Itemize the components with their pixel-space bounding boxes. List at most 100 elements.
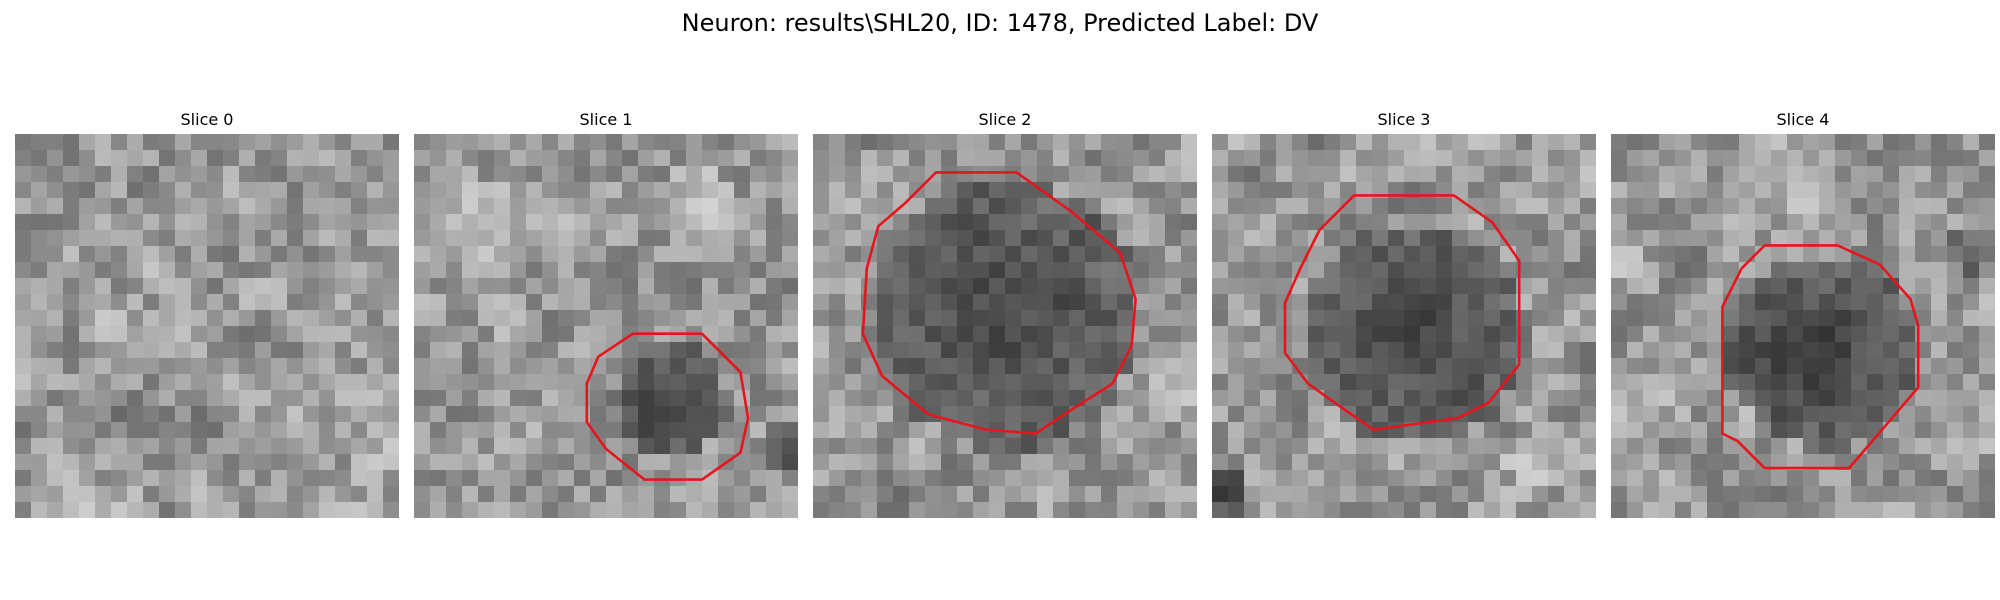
pixel-cell bbox=[1627, 422, 1644, 439]
pixel-cell bbox=[478, 326, 495, 343]
pixel-cell bbox=[813, 486, 830, 503]
pixel-cell bbox=[686, 358, 703, 375]
pixel-cell bbox=[351, 134, 368, 151]
pixel-cell bbox=[1947, 406, 1964, 423]
pixel-cell bbox=[1085, 134, 1102, 151]
pixel-cell bbox=[478, 262, 495, 279]
pixel-cell bbox=[861, 246, 878, 263]
pixel-cell bbox=[718, 502, 735, 518]
pixel-cell bbox=[718, 134, 735, 151]
pixel-cell bbox=[446, 470, 463, 487]
pixel-cell bbox=[1532, 198, 1549, 215]
pixel-cell bbox=[1707, 470, 1724, 487]
pixel-cell bbox=[510, 214, 527, 231]
pixel-cell bbox=[574, 214, 591, 231]
pixel-cell bbox=[1611, 422, 1628, 439]
pixel-cell bbox=[47, 470, 64, 487]
pixel-cell bbox=[861, 374, 878, 391]
pixel-cell bbox=[287, 470, 304, 487]
pixel-cell bbox=[702, 294, 719, 311]
pixel-cell bbox=[861, 422, 878, 439]
pixel-cell bbox=[622, 470, 639, 487]
pixel-cell bbox=[1532, 454, 1549, 471]
pixel-cell bbox=[1340, 246, 1357, 263]
pixel-cell bbox=[702, 454, 719, 471]
pixel-cell bbox=[462, 454, 479, 471]
pixel-cell bbox=[1388, 326, 1405, 343]
pixel-cell bbox=[1165, 454, 1182, 471]
pixel-cell bbox=[1915, 262, 1932, 279]
pixel-cell bbox=[686, 278, 703, 295]
pixel-cell bbox=[558, 390, 575, 407]
pixel-cell bbox=[1564, 406, 1581, 423]
pixel-cell bbox=[223, 342, 240, 359]
pixel-cell bbox=[845, 390, 862, 407]
pixel-cell bbox=[1835, 262, 1852, 279]
pixel-cell bbox=[287, 198, 304, 215]
pixel-cell bbox=[686, 390, 703, 407]
pixel-cell bbox=[1787, 374, 1804, 391]
pixel-cell bbox=[1260, 310, 1277, 327]
pixel-cell bbox=[478, 182, 495, 199]
pixel-cell bbox=[845, 486, 862, 503]
pixel-cell bbox=[526, 150, 543, 167]
pixel-cell bbox=[207, 278, 224, 295]
pixel-cell bbox=[1627, 374, 1644, 391]
pixel-cell bbox=[1340, 502, 1357, 518]
pixel-cell bbox=[1947, 294, 1964, 311]
pixel-cell bbox=[718, 358, 735, 375]
pixel-cell bbox=[1101, 454, 1118, 471]
pixel-cell bbox=[191, 198, 208, 215]
pixel-cell bbox=[558, 198, 575, 215]
slice-title: Slice 0 bbox=[180, 110, 234, 129]
pixel-cell bbox=[1883, 214, 1900, 231]
pixel-cell bbox=[734, 230, 751, 247]
pixel-cell bbox=[1739, 230, 1756, 247]
pixel-cell bbox=[1308, 182, 1325, 199]
pixel-cell bbox=[1963, 422, 1980, 439]
pixel-cell bbox=[654, 150, 671, 167]
pixel-cell bbox=[1228, 166, 1245, 183]
pixel-cell bbox=[590, 470, 607, 487]
pixel-cell bbox=[909, 358, 926, 375]
pixel-cell bbox=[1069, 502, 1086, 518]
pixel-cell bbox=[255, 470, 272, 487]
pixel-cell bbox=[1228, 358, 1245, 375]
pixel-cell bbox=[893, 134, 910, 151]
pixel-cell bbox=[207, 342, 224, 359]
pixel-cell bbox=[574, 454, 591, 471]
pixel-cell bbox=[638, 470, 655, 487]
pixel-cell bbox=[606, 502, 623, 518]
pixel-cell bbox=[1436, 438, 1453, 455]
pixel-cell bbox=[271, 358, 288, 375]
pixel-cell bbox=[414, 374, 431, 391]
pixel-cell bbox=[654, 182, 671, 199]
pixel-cell bbox=[925, 422, 942, 439]
pixel-cell bbox=[1611, 230, 1628, 247]
pixel-cell bbox=[1053, 326, 1070, 343]
pixel-cell bbox=[989, 294, 1006, 311]
pixel-cell bbox=[111, 358, 128, 375]
pixel-cell bbox=[1069, 294, 1086, 311]
pixel-cell bbox=[829, 358, 846, 375]
pixel-cell bbox=[654, 358, 671, 375]
pixel-cell bbox=[1420, 150, 1437, 167]
pixel-cell bbox=[1356, 390, 1373, 407]
pixel-cell bbox=[1787, 166, 1804, 183]
pixel-cell bbox=[1643, 246, 1660, 263]
pixel-cell bbox=[750, 246, 767, 263]
pixel-cell bbox=[1723, 342, 1740, 359]
pixel-cell bbox=[558, 246, 575, 263]
pixel-cell bbox=[1915, 182, 1932, 199]
pixel-cell bbox=[782, 230, 798, 247]
pixel-cell bbox=[558, 134, 575, 151]
pixel-cell bbox=[287, 326, 304, 343]
pixel-cell bbox=[702, 134, 719, 151]
pixel-cell bbox=[1420, 406, 1437, 423]
pixel-cell bbox=[1420, 358, 1437, 375]
pixel-cell bbox=[1723, 374, 1740, 391]
pixel-cell bbox=[1979, 390, 1995, 407]
pixel-cell bbox=[95, 390, 112, 407]
pixel-cell bbox=[319, 486, 336, 503]
pixel-cell bbox=[1021, 470, 1038, 487]
